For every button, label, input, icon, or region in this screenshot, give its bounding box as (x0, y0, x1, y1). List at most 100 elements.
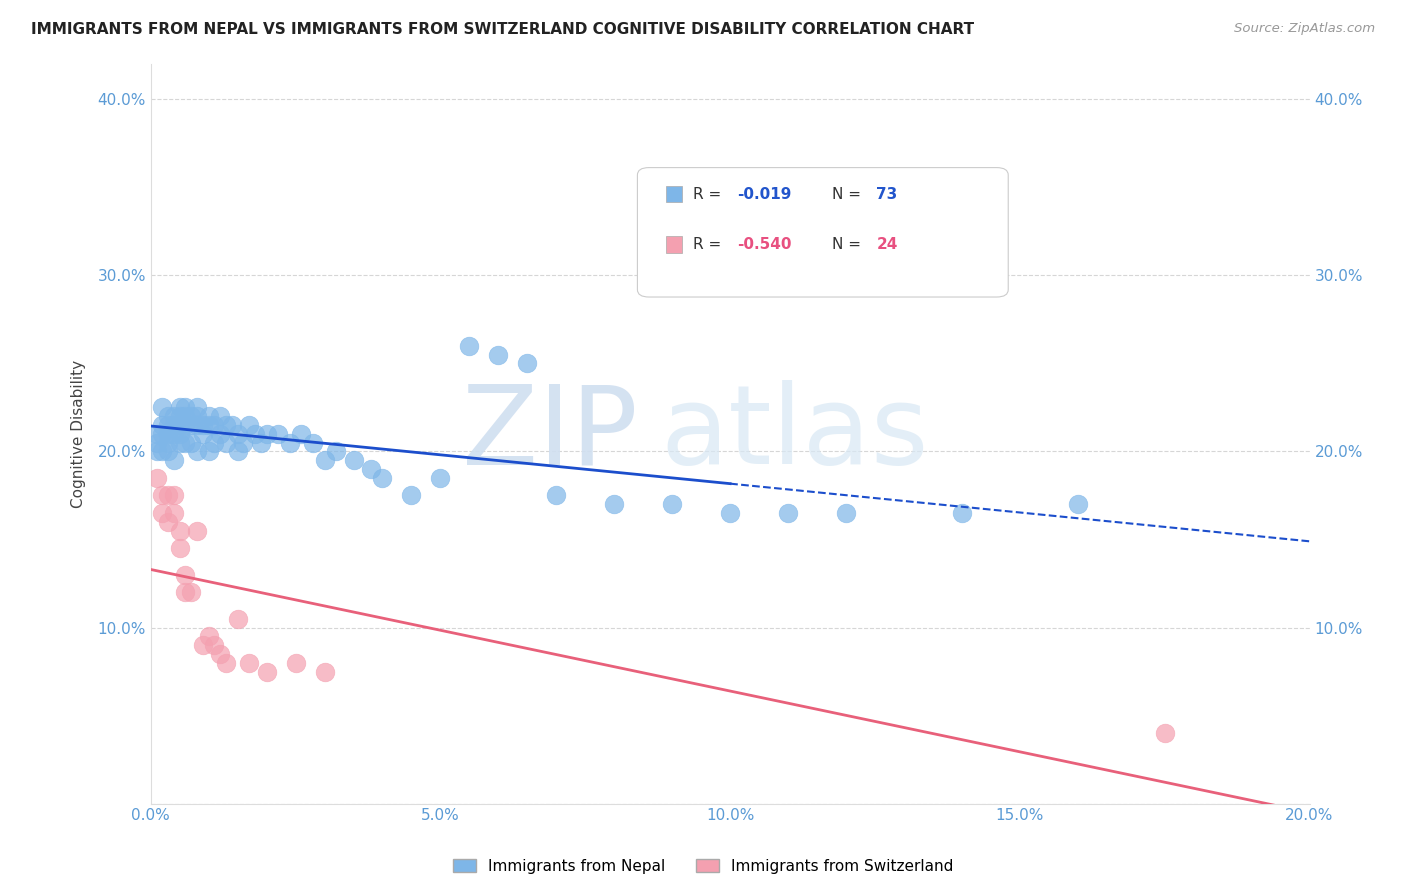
Text: -0.540: -0.540 (737, 237, 792, 252)
Point (163, 417, 186, 432)
Point (145, 426, 167, 441)
Point (314, 665, 336, 679)
Text: atlas: atlas (661, 380, 929, 487)
Point (157, 515, 180, 529)
Point (197, 629, 219, 643)
Point (150, 506, 173, 520)
Point (157, 417, 180, 432)
Point (371, 471, 394, 485)
Point (169, 524, 191, 538)
Text: Source: ZipAtlas.com: Source: ZipAtlas.com (1234, 22, 1375, 36)
Point (1067, 497, 1090, 511)
Point (157, 409, 180, 424)
Point (169, 435, 191, 450)
Text: -0.019: -0.019 (737, 186, 792, 202)
Point (215, 435, 238, 450)
Point (191, 426, 214, 441)
FancyBboxPatch shape (666, 186, 682, 202)
Text: N =: N = (832, 186, 866, 202)
Point (718, 506, 741, 520)
Text: R =: R = (693, 237, 727, 252)
FancyBboxPatch shape (637, 168, 1008, 297)
Point (226, 612, 249, 626)
Point (204, 638, 226, 652)
Point (169, 426, 191, 441)
Point (145, 471, 167, 485)
Point (157, 426, 180, 441)
Legend: Immigrants from Nepal, Immigrants from Switzerland: Immigrants from Nepal, Immigrants from S… (447, 853, 959, 880)
Point (429, 471, 451, 485)
Point (150, 488, 173, 502)
Point (157, 444, 180, 458)
Point (776, 506, 799, 520)
Point (661, 497, 683, 511)
Point (238, 656, 260, 670)
Point (163, 426, 186, 441)
Point (204, 417, 226, 432)
Point (186, 401, 208, 415)
Point (835, 506, 858, 520)
Y-axis label: Cognitive Disability: Cognitive Disability (72, 359, 86, 508)
Point (186, 524, 208, 538)
Point (180, 435, 202, 450)
Point (174, 417, 197, 432)
Point (249, 435, 271, 450)
Point (174, 409, 197, 424)
Point (209, 426, 232, 441)
Point (221, 417, 243, 432)
Point (1153, 726, 1175, 740)
Point (157, 435, 180, 450)
Point (284, 656, 307, 670)
Point (169, 401, 191, 415)
Point (197, 444, 219, 458)
Point (169, 541, 191, 556)
Point (163, 409, 186, 424)
Point (157, 488, 180, 502)
Point (186, 444, 208, 458)
Point (163, 453, 186, 467)
Point (360, 462, 382, 476)
Point (516, 356, 538, 370)
Point (197, 409, 219, 424)
Point (215, 656, 238, 670)
Point (150, 444, 173, 458)
Point (226, 426, 249, 441)
Point (163, 488, 186, 502)
Point (546, 488, 568, 502)
Point (486, 348, 509, 362)
Point (145, 444, 167, 458)
Point (204, 435, 226, 450)
Point (150, 417, 173, 432)
Point (163, 506, 186, 520)
Point (145, 435, 167, 450)
Point (232, 435, 254, 450)
Point (215, 417, 238, 432)
Point (342, 453, 364, 467)
Point (458, 339, 481, 353)
Point (169, 417, 191, 432)
Point (174, 567, 197, 582)
Point (169, 409, 191, 424)
Point (186, 409, 208, 424)
Point (180, 585, 202, 599)
Point (180, 417, 202, 432)
Point (191, 638, 214, 652)
Point (314, 453, 336, 467)
Point (256, 665, 278, 679)
Point (174, 585, 197, 599)
Point (302, 435, 325, 450)
FancyBboxPatch shape (666, 236, 682, 252)
Point (238, 417, 260, 432)
Point (290, 426, 312, 441)
Point (401, 488, 423, 502)
Point (603, 497, 626, 511)
Point (197, 417, 219, 432)
Point (191, 417, 214, 432)
Point (267, 426, 290, 441)
Point (174, 435, 197, 450)
Point (278, 435, 301, 450)
Point (150, 426, 173, 441)
Point (325, 444, 347, 458)
Point (174, 401, 197, 415)
Text: N =: N = (832, 237, 866, 252)
